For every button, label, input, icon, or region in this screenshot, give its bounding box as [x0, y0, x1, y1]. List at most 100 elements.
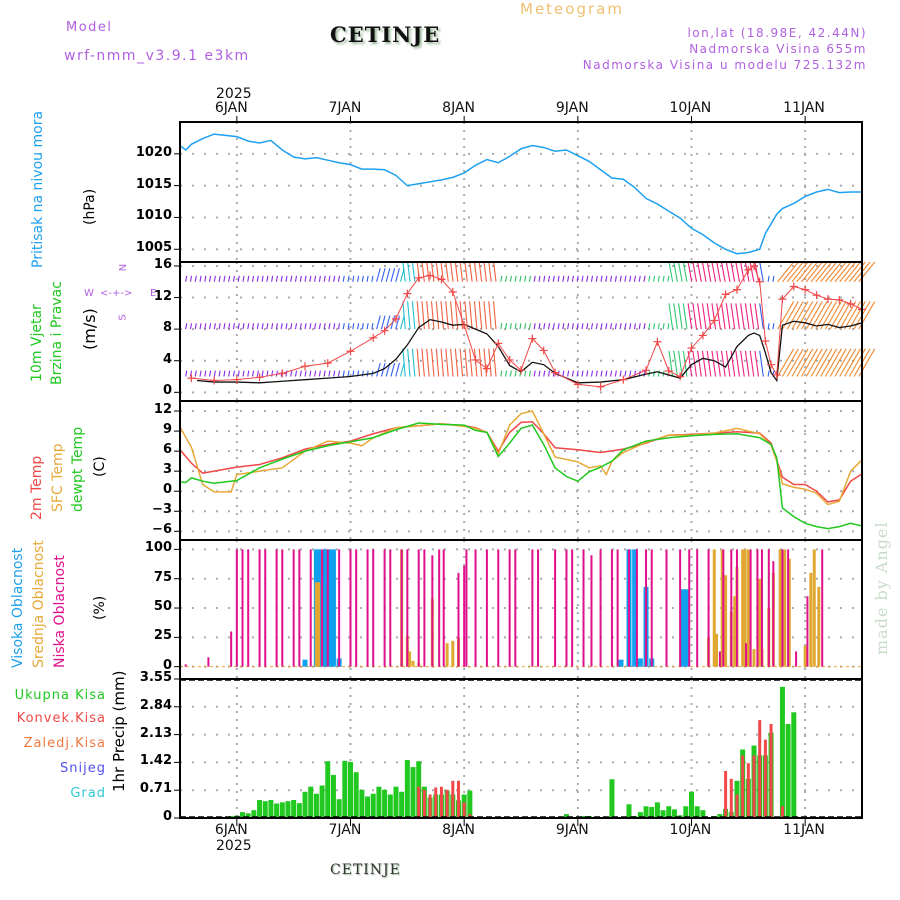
wind-arrow	[815, 261, 833, 283]
precip-total-bar	[637, 812, 643, 818]
y-tick-label: 3.55	[139, 670, 172, 685]
wind-arrow	[581, 275, 584, 282]
wind-gust-marker	[755, 277, 764, 286]
wind-arrow	[662, 275, 665, 282]
wind-arrow	[509, 323, 512, 330]
cloud-mid-bar	[314, 582, 318, 667]
wind-arrow	[483, 348, 487, 377]
wind-arrow	[652, 370, 656, 377]
precip-total-bar	[694, 806, 700, 818]
wind-arrow	[189, 370, 193, 377]
wind-arrow	[744, 350, 750, 377]
date-tick-label: 9JAN	[555, 100, 589, 116]
wind-arrow	[533, 275, 536, 282]
wind-arrow	[614, 323, 617, 330]
wind-arrow	[357, 275, 360, 282]
precip-total-bar	[382, 789, 388, 818]
y-tick-label: 12	[153, 288, 172, 304]
wind-arrow	[294, 370, 298, 377]
wind-arrow	[567, 323, 570, 330]
precip-total-bar	[319, 785, 325, 818]
y-tick-label: 3	[162, 462, 172, 478]
wind-arrow	[247, 370, 250, 377]
wind-arrow	[209, 370, 212, 377]
cloud-mid-bar	[445, 643, 449, 667]
wind-gust-marker	[517, 366, 525, 375]
wind-arrow	[328, 323, 331, 330]
wind-arrow	[619, 275, 622, 282]
y-tick-label: −6	[152, 522, 172, 538]
wind-gust-marker	[482, 364, 491, 373]
legend-snijeg: Snijeg	[60, 761, 106, 776]
wind-arrow	[314, 370, 317, 377]
cloud-low-bar	[457, 572, 460, 667]
wind-arrow	[692, 303, 698, 330]
wind-arrow	[426, 348, 430, 377]
wind-arrow	[209, 323, 212, 330]
wind-arrow	[440, 261, 445, 282]
wind-arrow	[294, 323, 298, 330]
wind-arrow	[333, 323, 336, 330]
dewpoint-line	[179, 422, 863, 530]
wind-arrow	[228, 275, 231, 282]
y-tick-label: 0	[162, 482, 172, 498]
wind-arrow	[232, 323, 236, 330]
cloud-low-bar	[707, 549, 710, 667]
cloud-low-bar	[383, 549, 386, 667]
wind-arrow	[730, 261, 736, 282]
wind-arrow	[399, 362, 405, 377]
wind-arrow	[237, 370, 240, 377]
wind-arrow	[342, 370, 345, 377]
wind-arrow	[194, 275, 197, 282]
cloud-mid-bar	[812, 549, 816, 667]
wind-gust-marker	[835, 295, 844, 304]
wind-arrow	[237, 323, 240, 330]
cloud-low-bar	[389, 549, 392, 667]
cloud-low-bar	[349, 549, 352, 667]
cloud-low-bar	[718, 651, 721, 667]
compass-west: W	[84, 288, 94, 299]
wind-arrow	[357, 323, 360, 330]
precip-total-bar	[643, 806, 649, 818]
wind-arrow	[759, 303, 764, 330]
wind-arrow	[251, 370, 255, 377]
wind-gust-marker	[494, 339, 503, 348]
cloud-low-bar	[696, 549, 699, 667]
wind-arrow	[280, 323, 283, 330]
wind-arrow	[697, 261, 702, 282]
cloud-low-bar	[463, 565, 466, 667]
wind-arrow	[706, 350, 712, 377]
wind-arrow	[824, 261, 842, 283]
wind-gust-marker	[801, 285, 810, 294]
wind-arrow	[524, 323, 527, 330]
wind-arrow	[256, 323, 259, 330]
cloud-low-bar	[531, 549, 534, 667]
wind-arrow	[213, 323, 216, 330]
wind-arrow	[605, 323, 608, 330]
wind-arrow	[237, 275, 240, 282]
wind-arrow	[519, 275, 522, 282]
wind-arrow	[720, 350, 726, 377]
wind-arrow	[285, 275, 288, 282]
precip-total-bar	[353, 772, 359, 818]
wind-arrow	[445, 348, 449, 377]
wind-arrow	[361, 323, 364, 330]
cloud-low-bar	[485, 549, 488, 667]
wind-arrow	[261, 275, 264, 282]
precip-total-bar	[370, 793, 376, 818]
wind-arrow	[411, 348, 416, 377]
wind-arrow	[509, 370, 512, 377]
wind-arrow	[385, 268, 391, 282]
wind-arrow	[371, 323, 374, 330]
wind-arrow	[352, 323, 355, 330]
cloud-high-bar	[322, 549, 328, 667]
y-tick-label: 8	[162, 320, 172, 336]
precip-total-bar	[626, 804, 632, 818]
wind-arrow	[309, 370, 312, 377]
cloud-low-bar	[735, 549, 738, 667]
wind-arrow	[514, 370, 517, 377]
cloud-low-bar	[230, 631, 233, 667]
wind-arrow	[643, 323, 646, 330]
wind-arrow	[595, 323, 598, 330]
wind-arrow	[834, 348, 852, 377]
